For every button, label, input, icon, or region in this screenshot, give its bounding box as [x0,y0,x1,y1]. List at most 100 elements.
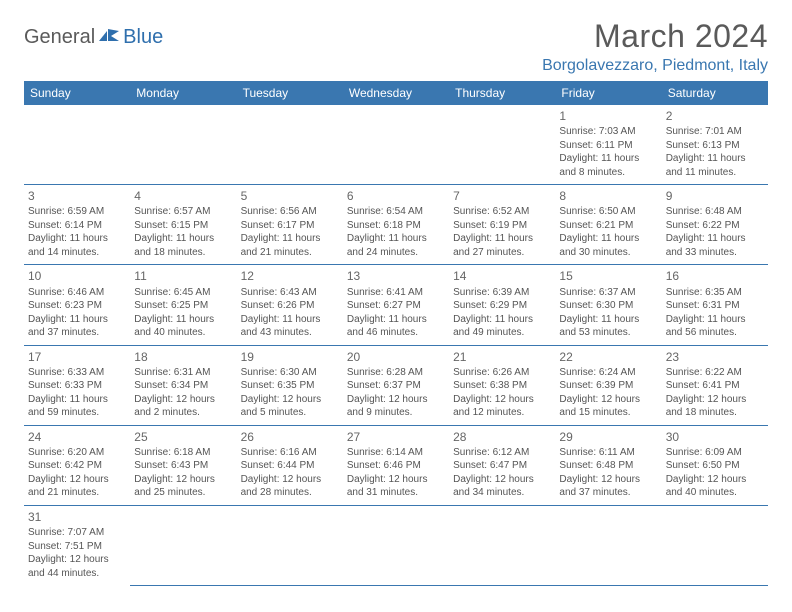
day-detail-line: Sunset: 6:13 PM [666,139,764,153]
calendar-day-cell: 3Sunrise: 6:59 AMSunset: 6:14 PMDaylight… [24,185,130,265]
day-number: 31 [28,509,126,525]
day-detail-line: Daylight: 11 hours [28,313,126,327]
day-detail-line: Sunrise: 6:59 AM [28,205,126,219]
calendar-empty-cell [24,105,130,185]
day-detail-line: and 30 minutes. [559,246,657,260]
day-detail-line: Sunrise: 6:33 AM [28,366,126,380]
day-detail-line: and 21 minutes. [28,486,126,500]
day-detail-line: and 14 minutes. [28,246,126,260]
calendar-day-cell: 7Sunrise: 6:52 AMSunset: 6:19 PMDaylight… [449,185,555,265]
day-detail-line: Sunset: 6:14 PM [28,219,126,233]
logo-text-part1: General [24,26,95,49]
day-detail-line: Sunset: 6:27 PM [347,299,445,313]
day-number: 11 [134,268,232,284]
day-detail-line: Daylight: 12 hours [241,393,339,407]
day-detail-line: and 9 minutes. [347,406,445,420]
day-detail-line: Daylight: 11 hours [666,232,764,246]
day-detail-line: and 40 minutes. [134,326,232,340]
location-subtitle: Borgolavezzaro, Piedmont, Italy [542,57,768,75]
weekday-header: Saturday [662,81,768,105]
day-detail-line: and 40 minutes. [666,486,764,500]
day-detail-line: and 25 minutes. [134,486,232,500]
calendar-body: 1Sunrise: 7:03 AMSunset: 6:11 PMDaylight… [24,105,768,585]
calendar-day-cell: 30Sunrise: 6:09 AMSunset: 6:50 PMDayligh… [662,425,768,505]
day-detail-line: Sunset: 6:22 PM [666,219,764,233]
day-detail-line: Daylight: 11 hours [134,232,232,246]
calendar-empty-cell [449,105,555,185]
day-detail-line: Sunset: 6:47 PM [453,459,551,473]
day-detail-line: Sunrise: 6:09 AM [666,446,764,460]
day-detail-line: Sunset: 6:34 PM [134,379,232,393]
day-detail-line: Sunrise: 6:30 AM [241,366,339,380]
day-number: 27 [347,429,445,445]
day-detail-line: and 15 minutes. [559,406,657,420]
day-detail-line: Sunrise: 6:46 AM [28,286,126,300]
day-number: 26 [241,429,339,445]
day-number: 13 [347,268,445,284]
day-detail-line: Sunset: 6:48 PM [559,459,657,473]
calendar-day-cell: 16Sunrise: 6:35 AMSunset: 6:31 PMDayligh… [662,265,768,345]
day-number: 24 [28,429,126,445]
day-detail-line: Sunrise: 6:12 AM [453,446,551,460]
weekday-header: Monday [130,81,236,105]
day-detail-line: Sunset: 6:50 PM [666,459,764,473]
day-detail-line: Sunrise: 7:01 AM [666,125,764,139]
day-detail-line: Sunrise: 6:20 AM [28,446,126,460]
day-detail-line: and 8 minutes. [559,166,657,180]
day-detail-line: and 49 minutes. [453,326,551,340]
calendar-day-cell: 5Sunrise: 6:56 AMSunset: 6:17 PMDaylight… [237,185,343,265]
day-detail-line: and 56 minutes. [666,326,764,340]
day-detail-line: Daylight: 12 hours [347,393,445,407]
day-detail-line: Sunset: 6:19 PM [453,219,551,233]
calendar-day-cell: 25Sunrise: 6:18 AMSunset: 6:43 PMDayligh… [130,425,236,505]
calendar-day-cell: 22Sunrise: 6:24 AMSunset: 6:39 PMDayligh… [555,345,661,425]
day-detail-line: Daylight: 11 hours [134,313,232,327]
calendar-day-cell: 24Sunrise: 6:20 AMSunset: 6:42 PMDayligh… [24,425,130,505]
day-detail-line: Sunrise: 6:26 AM [453,366,551,380]
day-detail-line: Sunset: 6:29 PM [453,299,551,313]
day-detail-line: and 12 minutes. [453,406,551,420]
day-detail-line: Sunset: 6:41 PM [666,379,764,393]
day-number: 23 [666,349,764,365]
day-detail-line: Sunset: 6:31 PM [666,299,764,313]
weekday-header: Sunday [24,81,130,105]
day-number: 8 [559,188,657,204]
day-detail-line: Sunrise: 6:56 AM [241,205,339,219]
calendar-day-cell: 4Sunrise: 6:57 AMSunset: 6:15 PMDaylight… [130,185,236,265]
day-detail-line: Sunrise: 6:28 AM [347,366,445,380]
day-number: 29 [559,429,657,445]
day-detail-line: and 53 minutes. [559,326,657,340]
month-title: March 2024 [542,18,768,55]
day-detail-line: Daylight: 11 hours [453,232,551,246]
day-number: 2 [666,108,764,124]
day-detail-line: Sunrise: 6:14 AM [347,446,445,460]
day-number: 7 [453,188,551,204]
calendar-day-cell: 10Sunrise: 6:46 AMSunset: 6:23 PMDayligh… [24,265,130,345]
day-detail-line: Daylight: 11 hours [559,152,657,166]
calendar-day-cell: 14Sunrise: 6:39 AMSunset: 6:29 PMDayligh… [449,265,555,345]
calendar-table: SundayMondayTuesdayWednesdayThursdayFrid… [24,81,768,586]
day-detail-line: and 46 minutes. [347,326,445,340]
day-number: 21 [453,349,551,365]
calendar-day-cell: 6Sunrise: 6:54 AMSunset: 6:18 PMDaylight… [343,185,449,265]
calendar-day-cell: 15Sunrise: 6:37 AMSunset: 6:30 PMDayligh… [555,265,661,345]
day-detail-line: Sunrise: 7:07 AM [28,526,126,540]
day-detail-line: Daylight: 12 hours [559,393,657,407]
calendar-week-row: 1Sunrise: 7:03 AMSunset: 6:11 PMDaylight… [24,105,768,185]
calendar-week-row: 17Sunrise: 6:33 AMSunset: 6:33 PMDayligh… [24,345,768,425]
day-detail-line: and 33 minutes. [666,246,764,260]
day-detail-line: and 24 minutes. [347,246,445,260]
day-detail-line: Sunrise: 6:48 AM [666,205,764,219]
day-detail-line: Sunrise: 6:41 AM [347,286,445,300]
weekday-header: Wednesday [343,81,449,105]
day-number: 22 [559,349,657,365]
calendar-empty-cell [130,505,236,585]
day-detail-line: Sunset: 6:23 PM [28,299,126,313]
calendar-day-cell: 21Sunrise: 6:26 AMSunset: 6:38 PMDayligh… [449,345,555,425]
day-detail-line: Sunset: 6:11 PM [559,139,657,153]
day-detail-line: Sunset: 6:42 PM [28,459,126,473]
day-detail-line: and 59 minutes. [28,406,126,420]
day-detail-line: Sunrise: 6:45 AM [134,286,232,300]
day-number: 30 [666,429,764,445]
day-detail-line: Daylight: 12 hours [28,553,126,567]
